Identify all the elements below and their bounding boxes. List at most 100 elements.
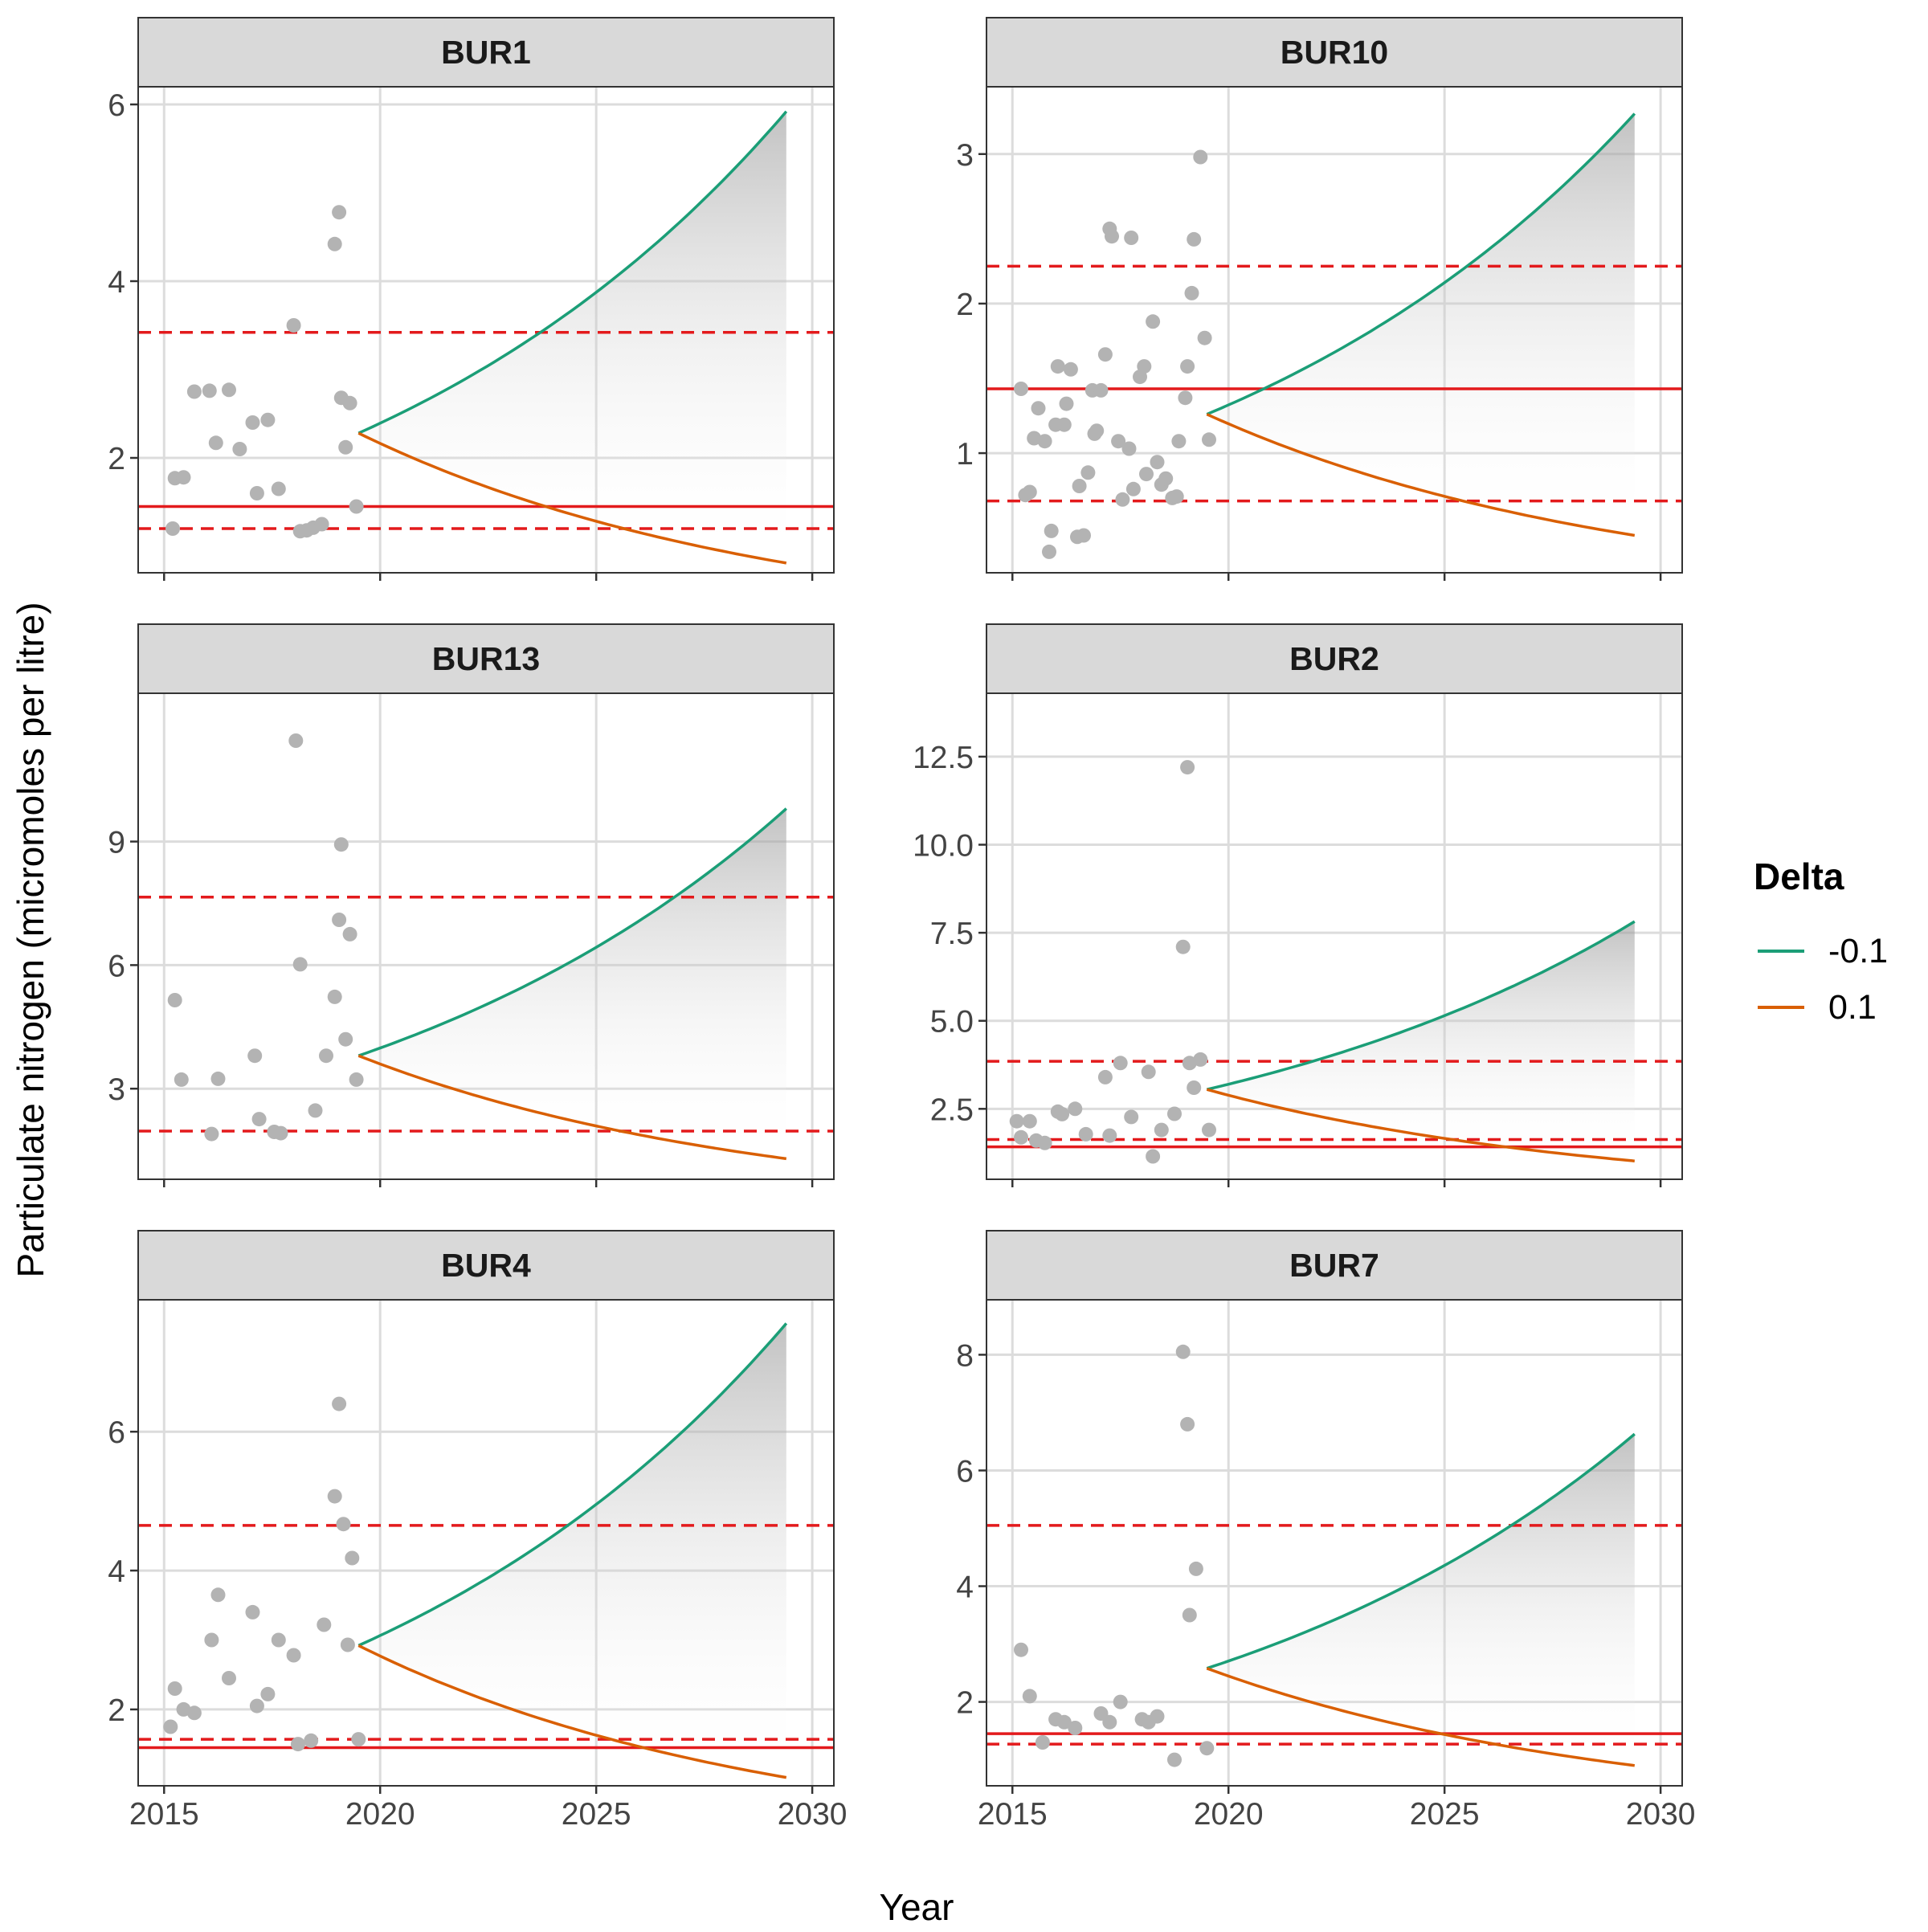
data-point xyxy=(1167,1106,1182,1121)
panels-layer: BUR1 2 4 6 BUR10 1 2 3 BUR13 3 6 9 BUR2 2.5 5.0 7.5 10.0… xyxy=(108,17,1695,1832)
data-point xyxy=(1121,441,1137,456)
projection-line-minus-0.1 xyxy=(1206,920,1636,1091)
data-point xyxy=(314,517,329,532)
projection-line-minus-0.1 xyxy=(1206,112,1636,416)
panel-border-bur4 xyxy=(137,1299,835,1787)
y-tick-label: 4 xyxy=(108,265,125,300)
data-point xyxy=(308,1103,323,1118)
y-tick-label: 12.5 xyxy=(913,741,974,775)
data-point xyxy=(1187,231,1202,247)
data-point xyxy=(1187,1080,1202,1095)
data-point xyxy=(1093,382,1109,398)
y-tick-label: 9 xyxy=(108,826,125,860)
data-point xyxy=(1175,939,1191,954)
data-point xyxy=(245,415,260,430)
data-point xyxy=(1124,1109,1139,1125)
data-point xyxy=(1175,1344,1191,1359)
data-point xyxy=(1050,359,1065,374)
panel-border-bur10 xyxy=(986,86,1683,574)
projection-line-minus-0.1 xyxy=(1206,1432,1636,1670)
data-point xyxy=(247,1048,263,1064)
y-tick-label: 10.0 xyxy=(913,829,974,864)
y-tick-label: 3 xyxy=(956,138,974,173)
projection-line-plus-0.1 xyxy=(357,1054,787,1161)
panel-bur1: BUR1 2 4 6 xyxy=(108,17,835,581)
data-point xyxy=(1037,1135,1052,1150)
data-point xyxy=(1178,390,1193,406)
projection-envelope-bur4 xyxy=(358,1323,786,1778)
y-tick-label: 7.5 xyxy=(930,917,974,951)
data-point xyxy=(291,1737,305,1752)
projection-line-plus-0.1 xyxy=(357,431,787,565)
strip-label-bur13: BUR13 xyxy=(432,640,540,677)
points-bur7 xyxy=(1014,1344,1215,1767)
y-axis-title: Particulate nitrogen (micromoles per lit… xyxy=(10,602,51,1277)
data-point xyxy=(176,470,191,485)
data-point xyxy=(1182,1056,1197,1071)
data-point xyxy=(336,1517,351,1532)
data-point xyxy=(1031,401,1046,416)
data-point xyxy=(1202,432,1216,447)
data-point xyxy=(1146,314,1161,329)
strip-bur7 xyxy=(986,1230,1683,1301)
data-point xyxy=(260,412,276,427)
data-point xyxy=(1137,359,1152,374)
data-point xyxy=(1167,1752,1182,1767)
data-point xyxy=(204,1632,219,1648)
data-point xyxy=(1111,434,1126,449)
x-axis-title: Year xyxy=(880,1886,954,1928)
data-point xyxy=(260,1686,276,1701)
data-point xyxy=(210,1587,226,1603)
data-point xyxy=(1044,523,1059,538)
y-tick-label: 6 xyxy=(108,949,125,983)
data-point xyxy=(1055,1106,1070,1121)
data-point xyxy=(1115,492,1130,507)
y-tick-label: 6 xyxy=(108,1415,125,1450)
strip-label-bur7: BUR7 xyxy=(1289,1247,1379,1284)
data-point xyxy=(327,1489,342,1504)
data-point xyxy=(338,1031,353,1047)
data-point xyxy=(1009,1113,1024,1129)
data-point xyxy=(210,1071,226,1086)
panel-border-bur2 xyxy=(986,692,1683,1180)
data-point xyxy=(1014,382,1028,396)
data-point xyxy=(1202,1122,1216,1138)
data-point xyxy=(1056,1714,1072,1730)
panel-bur7: BUR7 2 4 6 8 2015 2020 2025 2030 xyxy=(956,1230,1695,1832)
y-tick-label: 2 xyxy=(108,442,125,476)
data-point xyxy=(1150,1709,1165,1724)
data-point xyxy=(333,837,349,852)
data-point xyxy=(332,1396,347,1411)
projection-line-minus-0.1 xyxy=(357,1322,788,1647)
data-point xyxy=(340,1637,355,1652)
data-point xyxy=(1035,1735,1050,1750)
data-point xyxy=(1124,231,1139,245)
data-point xyxy=(271,1632,286,1648)
projection-envelope-bur13 xyxy=(358,808,786,1159)
strip-bur4 xyxy=(137,1230,835,1301)
data-point xyxy=(327,989,342,1004)
y-tick-label: 4 xyxy=(956,1571,974,1605)
points-bur10 xyxy=(1014,149,1216,559)
data-point xyxy=(174,1072,189,1087)
data-point xyxy=(273,1125,288,1141)
data-point xyxy=(202,383,217,398)
data-point xyxy=(1154,1122,1169,1138)
data-point xyxy=(1014,1642,1028,1657)
legend-label-plus-0.1: 0.1 xyxy=(1828,988,1877,1027)
data-point xyxy=(1056,417,1072,432)
data-point xyxy=(1180,359,1195,374)
data-point xyxy=(292,957,308,972)
legend-title: Delta xyxy=(1754,856,1844,897)
data-point xyxy=(251,1112,267,1127)
data-point xyxy=(1022,484,1037,500)
projection-line-plus-0.1 xyxy=(357,1644,787,1779)
y-tick-label: 4 xyxy=(108,1554,125,1589)
data-point xyxy=(342,395,357,410)
data-point xyxy=(1097,1069,1113,1084)
projection-line-minus-0.1 xyxy=(357,807,787,1057)
data-point xyxy=(1139,467,1154,482)
data-point xyxy=(351,1732,366,1747)
data-point xyxy=(1184,285,1199,300)
